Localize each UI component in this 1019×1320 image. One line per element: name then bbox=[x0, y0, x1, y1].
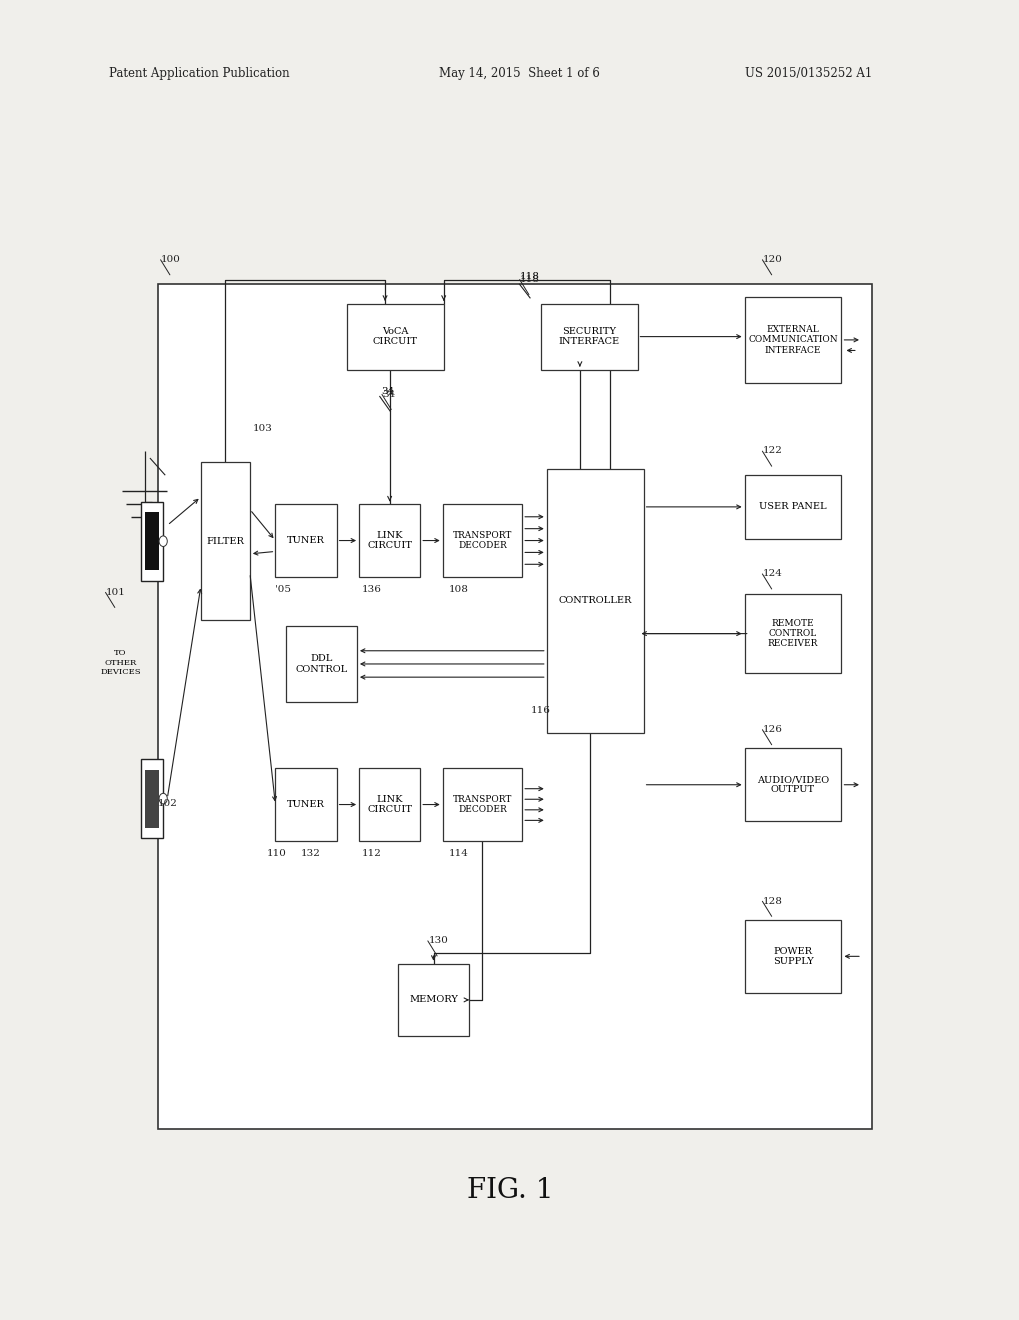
Text: EXTERNAL
COMMUNICATION
INTERFACE: EXTERNAL COMMUNICATION INTERFACE bbox=[748, 325, 837, 355]
Bar bbox=[201, 462, 250, 620]
Bar bbox=[442, 504, 522, 577]
Text: 108: 108 bbox=[448, 585, 468, 594]
Bar bbox=[141, 759, 163, 838]
Text: FIG. 1: FIG. 1 bbox=[467, 1177, 552, 1204]
Text: May 14, 2015  Sheet 1 of 6: May 14, 2015 Sheet 1 of 6 bbox=[438, 67, 599, 81]
Text: 112: 112 bbox=[362, 849, 381, 858]
Text: TRANSPORT
DECODER: TRANSPORT DECODER bbox=[452, 795, 512, 814]
Text: 34: 34 bbox=[381, 387, 394, 396]
Bar bbox=[442, 768, 522, 841]
Text: POWER
SUPPLY: POWER SUPPLY bbox=[772, 946, 812, 966]
Text: '05: '05 bbox=[275, 585, 291, 594]
Text: CONTROLLER: CONTROLLER bbox=[558, 597, 631, 605]
Text: 136: 136 bbox=[362, 585, 381, 594]
Bar bbox=[744, 475, 841, 539]
Bar bbox=[359, 504, 420, 577]
Text: TUNER: TUNER bbox=[286, 536, 325, 545]
Bar bbox=[744, 594, 841, 673]
Text: LINK
CIRCUIT: LINK CIRCUIT bbox=[367, 531, 412, 550]
Text: 103: 103 bbox=[253, 424, 272, 433]
Text: 114: 114 bbox=[448, 849, 468, 858]
Text: 120: 120 bbox=[762, 255, 782, 264]
Text: AUDIO/VIDEO
OUTPUT: AUDIO/VIDEO OUTPUT bbox=[756, 775, 828, 795]
Text: SECURITY
INTERFACE: SECURITY INTERFACE bbox=[558, 327, 619, 346]
Text: 124: 124 bbox=[762, 569, 782, 578]
Text: TRANSPORT
DECODER: TRANSPORT DECODER bbox=[452, 531, 512, 550]
Text: 34: 34 bbox=[382, 389, 395, 399]
Text: LINK
CIRCUIT: LINK CIRCUIT bbox=[367, 795, 412, 814]
Text: Patent Application Publication: Patent Application Publication bbox=[109, 67, 289, 81]
Text: 110: 110 bbox=[267, 849, 286, 858]
Bar bbox=[275, 768, 336, 841]
Text: MEMORY: MEMORY bbox=[409, 995, 458, 1005]
Text: 132: 132 bbox=[301, 849, 320, 858]
Text: 122: 122 bbox=[762, 446, 782, 455]
Bar bbox=[744, 920, 841, 993]
Bar bbox=[540, 304, 637, 370]
Bar bbox=[141, 502, 163, 581]
Text: REMOTE
CONTROL
RECEIVER: REMOTE CONTROL RECEIVER bbox=[767, 619, 817, 648]
Text: 100: 100 bbox=[161, 255, 180, 264]
Text: US 2015/0135252 A1: US 2015/0135252 A1 bbox=[744, 67, 871, 81]
Bar bbox=[285, 626, 357, 702]
Text: 126: 126 bbox=[762, 725, 782, 734]
Circle shape bbox=[159, 793, 167, 804]
Bar bbox=[744, 748, 841, 821]
Text: 101: 101 bbox=[106, 587, 125, 597]
Bar bbox=[145, 512, 159, 570]
Bar bbox=[744, 297, 841, 383]
Text: VoCA
CIRCUIT: VoCA CIRCUIT bbox=[372, 327, 418, 346]
Text: 116: 116 bbox=[530, 706, 549, 715]
Text: 118: 118 bbox=[520, 275, 539, 284]
Text: 118: 118 bbox=[520, 272, 539, 281]
Text: TO
OTHER
DEVICES: TO OTHER DEVICES bbox=[100, 649, 141, 676]
Bar bbox=[346, 304, 443, 370]
Bar bbox=[275, 504, 336, 577]
Text: TUNER: TUNER bbox=[286, 800, 325, 809]
Text: FILTER: FILTER bbox=[206, 537, 245, 545]
Text: 128: 128 bbox=[762, 896, 782, 906]
Bar bbox=[546, 469, 643, 733]
Text: 130: 130 bbox=[428, 936, 447, 945]
Bar bbox=[397, 964, 469, 1036]
Bar bbox=[158, 284, 871, 1129]
Bar bbox=[359, 768, 420, 841]
Text: DDL
CONTROL: DDL CONTROL bbox=[294, 655, 347, 673]
Circle shape bbox=[159, 536, 167, 546]
Bar bbox=[145, 770, 159, 828]
Text: 102: 102 bbox=[158, 799, 177, 808]
Text: USER PANEL: USER PANEL bbox=[758, 503, 826, 511]
